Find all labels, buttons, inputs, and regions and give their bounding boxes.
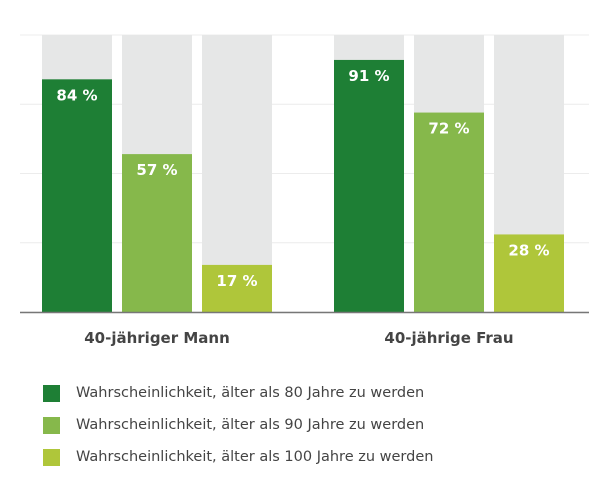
legend-item: Wahrscheinlichkeit, älter als 80 Jahre z… xyxy=(43,377,433,409)
data-label: 28 % xyxy=(508,241,549,259)
legend-item: Wahrscheinlichkeit, älter als 100 Jahre … xyxy=(43,441,433,473)
category-label: 40-jähriger Mann xyxy=(84,329,230,347)
legend-label: Wahrscheinlichkeit, älter als 80 Jahre z… xyxy=(76,385,425,401)
data-label: 84 % xyxy=(56,86,97,104)
bar xyxy=(122,154,192,312)
bar xyxy=(202,264,272,312)
bar xyxy=(334,59,404,313)
category-label: 40-jährige Frau xyxy=(384,329,513,347)
legend-label: Wahrscheinlichkeit, älter als 100 Jahre … xyxy=(76,449,434,465)
data-label: 72 % xyxy=(428,120,469,138)
legend-swatch xyxy=(43,416,60,434)
legend-label: Wahrscheinlichkeit, älter als 90 Jahre z… xyxy=(76,417,425,433)
bar xyxy=(414,112,484,312)
legend: Wahrscheinlichkeit, älter als 80 Jahre z… xyxy=(43,377,433,473)
data-label: 17 % xyxy=(216,272,257,290)
bar xyxy=(42,79,112,312)
bar xyxy=(494,234,564,312)
data-label: 91 % xyxy=(348,67,389,85)
legend-item: Wahrscheinlichkeit, älter als 90 Jahre z… xyxy=(43,409,433,441)
data-label: 57 % xyxy=(136,161,177,179)
bar-chart: 84 % 57 % 17 % 40-jähriger Mann 91 % 72 % 28 %… xyxy=(20,34,589,347)
legend-swatch xyxy=(43,448,60,466)
legend-swatch xyxy=(43,384,60,402)
